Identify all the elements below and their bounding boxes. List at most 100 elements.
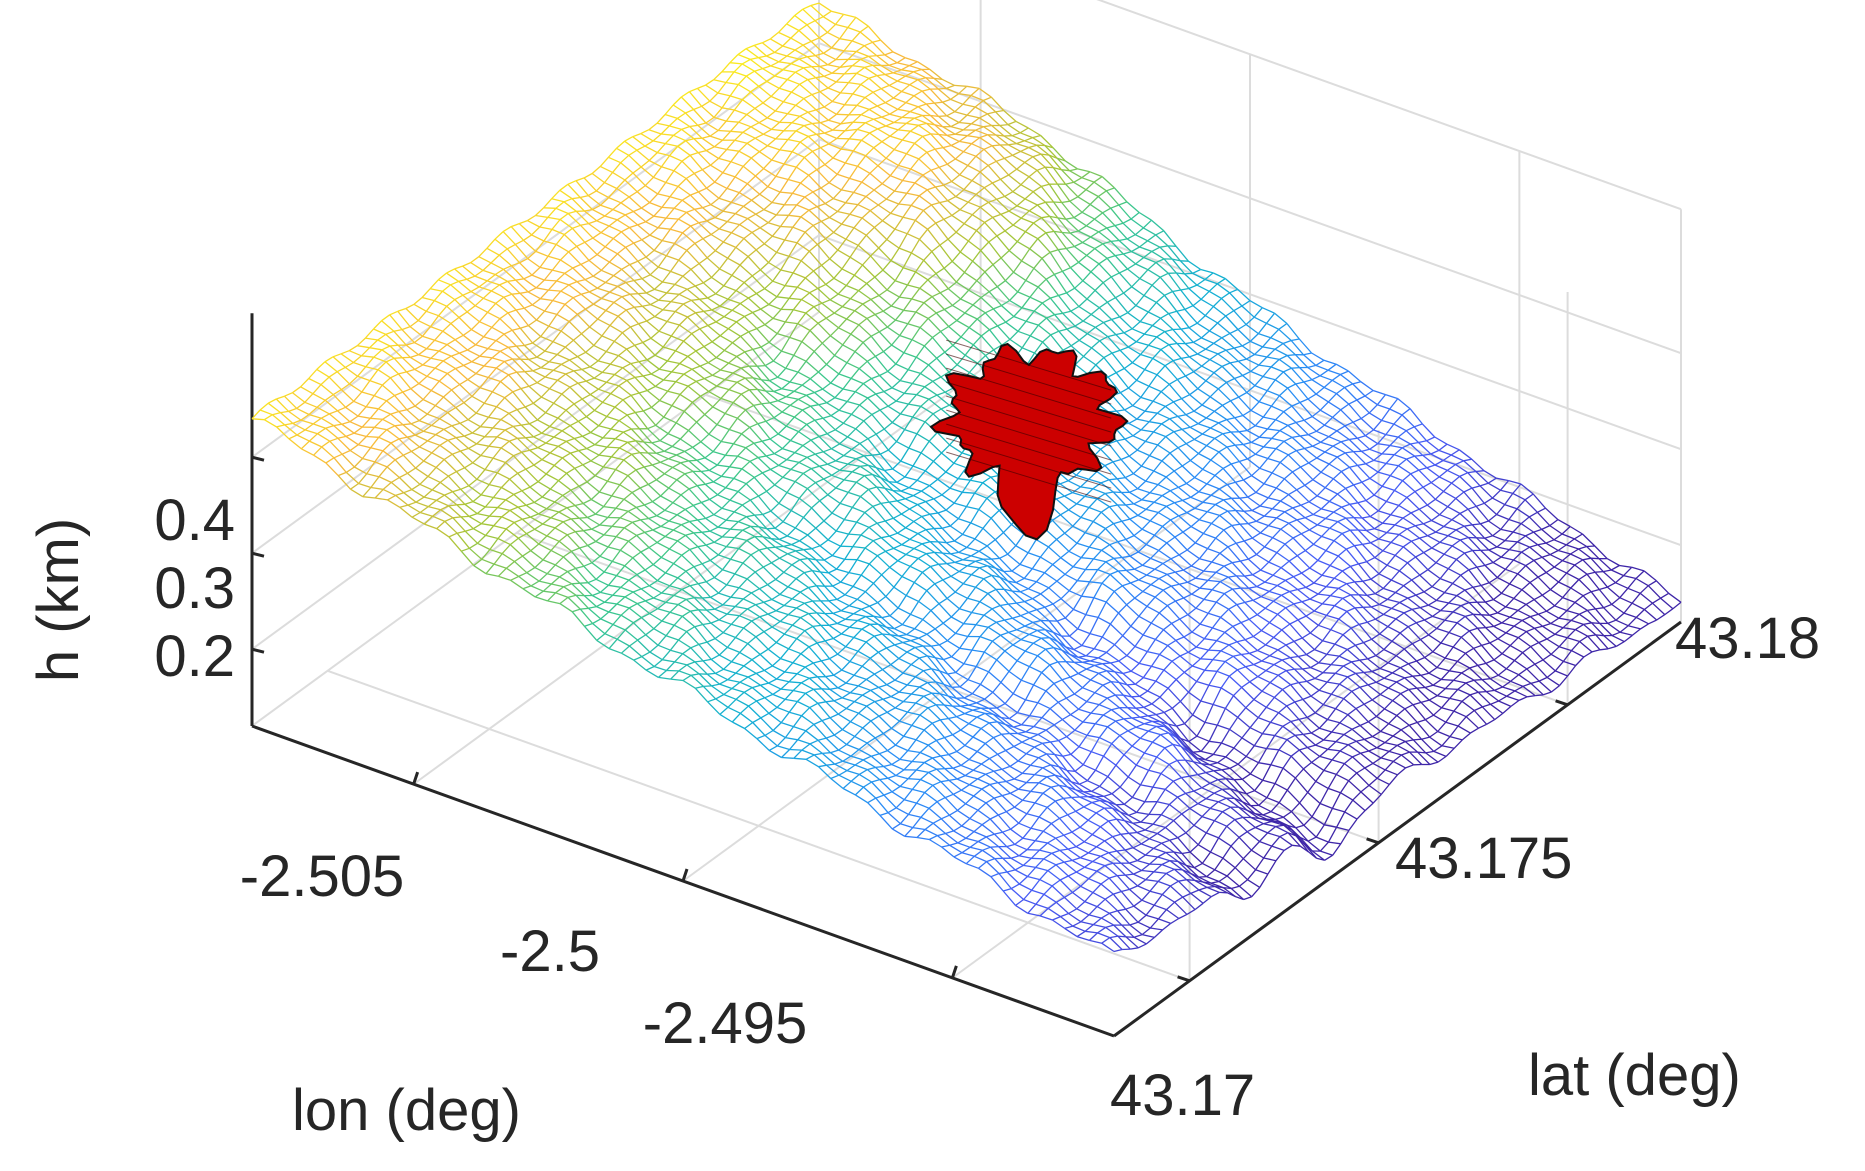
mesh-line: [930, 479, 938, 485]
mesh-line: [1068, 847, 1076, 849]
mesh-line: [1059, 737, 1067, 741]
mesh-line: [1191, 559, 1199, 566]
mesh-line: [1616, 576, 1624, 583]
mesh-line: [1501, 520, 1509, 530]
mesh-line: [875, 270, 883, 277]
mesh-line: [830, 654, 838, 659]
mesh-line: [820, 495, 828, 501]
mesh-line: [903, 694, 911, 702]
mesh-line: [1289, 556, 1297, 561]
mesh-line: [935, 580, 943, 584]
mesh-line: [588, 607, 596, 609]
mesh-line: [1587, 546, 1595, 547]
mesh-line: [560, 572, 568, 577]
mesh-line: [1012, 564, 1020, 571]
mesh-line: [453, 517, 461, 518]
mesh-line: [851, 713, 859, 722]
mesh-line: [1502, 646, 1510, 654]
mesh-line: [1156, 231, 1164, 235]
mesh-line: [816, 76, 824, 77]
mesh-line: [1624, 603, 1632, 613]
mesh-line: [1144, 326, 1152, 335]
mesh-line: [1216, 594, 1224, 603]
mesh-line: [1246, 746, 1254, 757]
mesh-line: [583, 461, 591, 465]
mesh-line: [590, 319, 598, 327]
mesh-line: [1159, 574, 1167, 578]
mesh-line: [1181, 328, 1189, 329]
mesh-line: [1170, 448, 1178, 453]
mesh-line: [1162, 453, 1170, 461]
mesh-line: [857, 123, 865, 130]
mesh-line: [788, 131, 796, 140]
mesh-line: [1119, 239, 1127, 241]
mesh-line: [948, 717, 956, 719]
mesh-line: [956, 624, 964, 634]
mesh-line: [1201, 331, 1209, 338]
mesh-line: [805, 626, 813, 630]
mesh-line: [928, 313, 936, 318]
mesh-line: [765, 318, 773, 324]
mesh-line: [902, 131, 910, 140]
mesh-line: [1204, 628, 1212, 639]
mesh-line: [691, 223, 699, 226]
mesh-line: [605, 210, 613, 217]
mesh-line: [1258, 323, 1266, 333]
mesh-line: [536, 241, 544, 251]
mesh-line: [346, 433, 354, 436]
mesh-line: [1145, 787, 1153, 802]
mesh-line: [1177, 724, 1185, 726]
mesh-line: [760, 187, 768, 195]
mesh-line: [739, 115, 747, 123]
mesh-line: [1199, 484, 1207, 492]
mesh-line: [1103, 208, 1111, 213]
mesh-line: [693, 503, 701, 506]
mesh-line: [285, 423, 293, 425]
mesh-line: [774, 389, 782, 392]
mesh-line: [745, 723, 753, 729]
mesh-line: [914, 572, 922, 582]
mesh-line: [947, 592, 955, 598]
mesh-line: [853, 609, 861, 614]
mesh-line: [500, 347, 508, 351]
mesh-line: [694, 138, 702, 139]
mesh-line: [1266, 697, 1274, 707]
mesh-line: [1198, 799, 1206, 804]
mesh-line: [589, 255, 597, 261]
mesh-line: [1344, 729, 1352, 734]
mesh-line: [362, 381, 370, 392]
mesh-line: [568, 595, 576, 597]
mesh-line: [806, 755, 814, 759]
mesh-line: [792, 116, 800, 123]
mesh-line: [944, 261, 952, 268]
mesh-line: [845, 614, 853, 620]
mesh-line: [923, 170, 931, 175]
mesh-line: [764, 160, 772, 169]
mesh-line: [575, 531, 583, 532]
mesh-line: [764, 203, 772, 210]
mesh-line: [1256, 484, 1264, 493]
mesh-line: [751, 152, 759, 158]
mesh-line: [1409, 722, 1417, 725]
mesh-line: [1158, 506, 1166, 512]
mesh-line: [1009, 169, 1017, 175]
mesh-line: [904, 789, 912, 799]
mesh-line: [916, 763, 924, 771]
mesh-line: [1320, 788, 1328, 803]
mesh-line: [792, 142, 800, 152]
mesh-line: [1381, 784, 1389, 794]
mesh-line: [594, 299, 602, 305]
mesh-line: [848, 482, 856, 492]
mesh-line: [906, 522, 914, 528]
mesh-line: [471, 257, 479, 263]
mesh-line: [767, 547, 775, 548]
mesh-line: [601, 612, 609, 619]
mesh-line: [655, 310, 663, 317]
mesh-line: [1351, 564, 1359, 567]
mesh-line: [1270, 650, 1278, 656]
mesh-line: [620, 476, 628, 485]
mesh-line: [814, 303, 822, 307]
mesh-line: [764, 600, 772, 603]
mesh-line: [569, 246, 577, 252]
mesh-line: [435, 361, 443, 368]
